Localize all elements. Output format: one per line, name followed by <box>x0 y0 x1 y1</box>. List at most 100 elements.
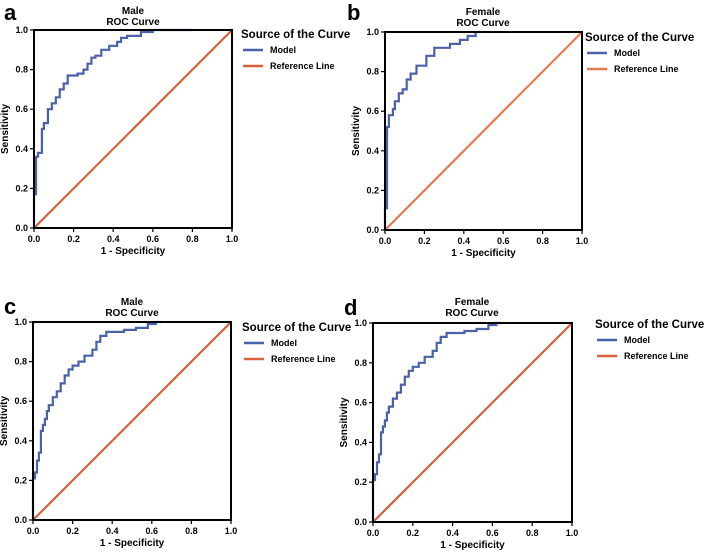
y-tick-label: 0.2 <box>15 183 28 193</box>
reference-line <box>384 31 583 231</box>
y-tick-label: 0.4 <box>354 437 367 447</box>
x-tick-label: 0.4 <box>107 234 120 244</box>
y-tick-label: 0.6 <box>354 398 367 408</box>
legend-label-model: Model <box>614 48 640 58</box>
x-tick-label: 0.8 <box>536 236 549 246</box>
x-axis-label: 1 - Specificity <box>451 248 516 259</box>
chart-title-line1: Male <box>121 297 144 308</box>
legend: Source of the Curve Model Reference Line <box>242 322 351 364</box>
y-tick-label: 0.6 <box>366 106 379 116</box>
y-tick-label: 0.8 <box>15 65 28 75</box>
chart-title-line1: Male <box>122 6 145 17</box>
legend-label-reference: Reference Line <box>271 354 336 364</box>
legend-label-reference: Reference Line <box>624 351 689 361</box>
x-tick-label: 1.0 <box>576 236 589 246</box>
legend: Source of the Curve Model Reference Line <box>585 32 694 74</box>
chart-title-line1: Female <box>455 297 490 308</box>
x-tick-label: 0.4 <box>458 236 471 246</box>
model-roc-curve <box>31 320 162 520</box>
x-tick-label: 0.4 <box>446 528 459 538</box>
plot-frame <box>33 29 233 229</box>
model-roc-curve <box>383 30 482 230</box>
y-tick-label: 0.6 <box>14 396 27 406</box>
plot-frame <box>32 321 232 521</box>
y-axis-label: Sensitivity <box>339 397 350 447</box>
x-tick-label: 0.4 <box>106 526 119 536</box>
legend-title: Source of the Curve <box>595 319 704 331</box>
y-tick-label: 0.0 <box>15 223 28 233</box>
chart-title-line2: ROC Curve <box>456 18 510 29</box>
y-axis-label: Sensitivity <box>351 106 362 156</box>
chart-title-line2: ROC Curve <box>445 308 499 319</box>
x-tick-label: 0.8 <box>185 526 198 536</box>
x-tick-label: 0.0 <box>27 526 40 536</box>
panel-letter: a <box>4 0 17 25</box>
x-tick-label: 1.0 <box>225 526 238 536</box>
y-tick-label: 1.0 <box>14 317 27 327</box>
x-axis-label: 1 - Specificity <box>101 246 166 257</box>
x-tick-label: 1.0 <box>566 528 579 538</box>
y-tick-label: 0.6 <box>15 104 28 114</box>
model-roc-curve <box>371 321 503 522</box>
y-tick-label: 0.2 <box>14 475 27 485</box>
x-tick-label: 0.8 <box>526 528 539 538</box>
legend-title: Source of the Curve <box>585 32 694 44</box>
y-tick-label: 1.0 <box>366 27 379 37</box>
y-tick-label: 0.2 <box>354 477 367 487</box>
legend: Source of the Curve Model Reference Line <box>241 29 350 71</box>
legend-label-reference: Reference Line <box>614 64 679 74</box>
reference-line <box>33 29 233 229</box>
plot-frame <box>384 31 583 231</box>
y-tick-label: 0.2 <box>366 185 379 195</box>
x-tick-label: 0.2 <box>418 236 431 246</box>
y-tick-label: 1.0 <box>15 25 28 35</box>
y-tick-label: 0.4 <box>366 146 379 156</box>
x-tick-label: 0.0 <box>379 236 392 246</box>
x-tick-label: 0.8 <box>186 234 199 244</box>
legend: Source of the Curve Model Reference Line <box>595 319 704 361</box>
reference-line <box>372 322 573 523</box>
y-tick-label: 0.4 <box>14 436 27 446</box>
legend-label-reference: Reference Line <box>270 61 335 71</box>
x-tick-label: 0.0 <box>367 528 380 538</box>
y-axis-label: Sensitivity <box>0 396 10 446</box>
x-tick-label: 0.6 <box>147 234 160 244</box>
x-tick-label: 1.0 <box>226 234 239 244</box>
x-tick-label: 0.6 <box>497 236 510 246</box>
x-axis-label: 1 - Specificity <box>100 538 165 549</box>
y-tick-label: 0.0 <box>366 225 379 235</box>
x-tick-label: 0.2 <box>407 528 420 538</box>
y-tick-label: 0.0 <box>354 517 367 527</box>
y-tick-label: 0.0 <box>14 515 27 525</box>
x-tick-label: 0.2 <box>66 526 79 536</box>
y-tick-label: 0.8 <box>366 67 379 77</box>
legend-label-model: Model <box>624 335 650 345</box>
chart-title-line1: Female <box>466 7 501 18</box>
panel-letter: d <box>344 295 357 320</box>
reference-line <box>32 321 232 521</box>
panel-letter: b <box>347 0 360 25</box>
y-axis-label: Sensitivity <box>0 104 11 154</box>
y-tick-label: 0.8 <box>354 358 367 368</box>
legend-label-model: Model <box>271 338 297 348</box>
legend-title: Source of the Curve <box>242 322 351 334</box>
panel-letter: c <box>4 294 16 319</box>
chart-title-line2: ROC Curve <box>105 308 159 319</box>
legend-label-model: Model <box>270 45 296 55</box>
x-tick-label: 0.0 <box>28 234 41 244</box>
chart-title-line2: ROC Curve <box>106 17 160 28</box>
y-tick-label: 0.4 <box>15 144 28 154</box>
x-tick-label: 0.6 <box>486 528 499 538</box>
y-tick-label: 0.8 <box>14 357 27 367</box>
model-roc-curve <box>32 28 193 228</box>
x-axis-label: 1 - Specificity <box>440 540 505 551</box>
legend-title: Source of the Curve <box>241 29 350 41</box>
x-tick-label: 0.2 <box>67 234 80 244</box>
plot-frame <box>372 322 573 523</box>
x-tick-label: 0.6 <box>146 526 159 536</box>
